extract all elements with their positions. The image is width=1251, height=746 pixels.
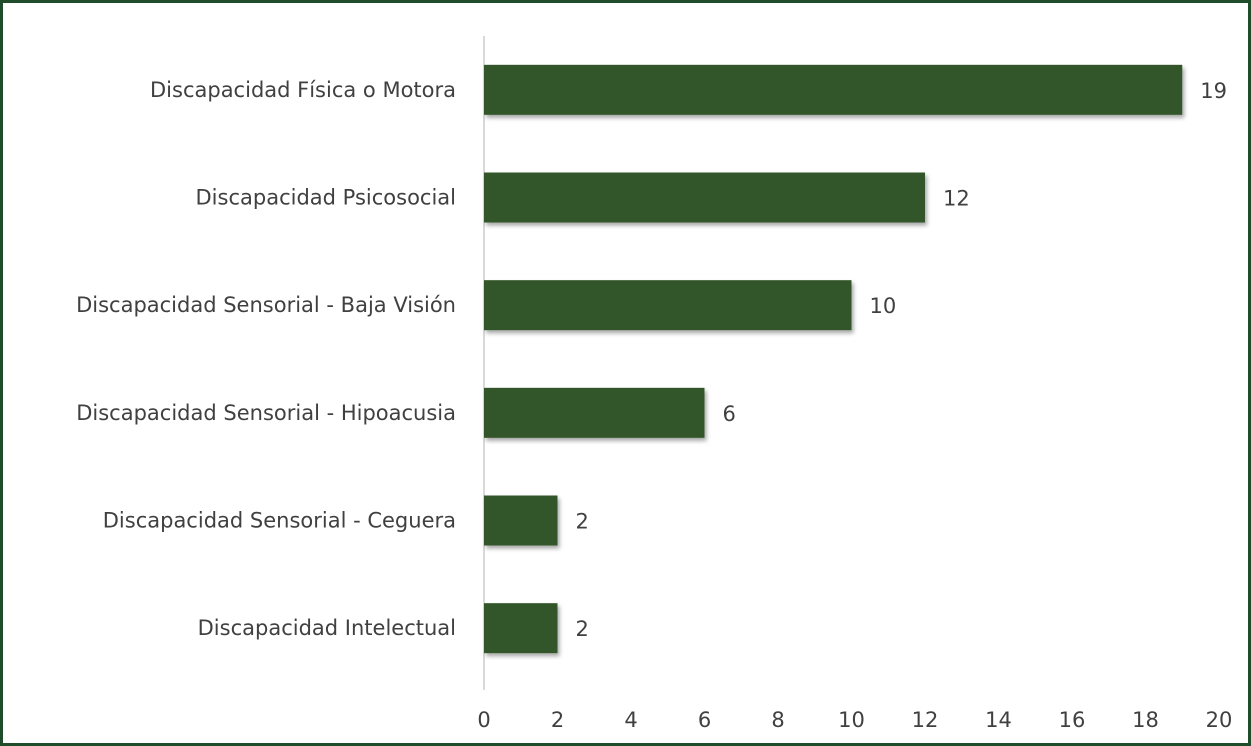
x-tick-label: 16 (1059, 708, 1086, 732)
data-label: 6 (723, 402, 736, 426)
x-tick-label: 20 (1206, 708, 1233, 732)
data-label: 10 (870, 294, 897, 318)
bar (484, 280, 852, 331)
x-tick-label: 6 (698, 708, 711, 732)
x-tick-label: 18 (1132, 708, 1159, 732)
bar (484, 172, 925, 223)
y-tick-label: Discapacidad Sensorial - Hipoacusia (76, 401, 456, 425)
y-tick-label: Discapacidad Intelectual (198, 616, 456, 640)
bar (484, 64, 1183, 115)
data-label: 2 (576, 617, 589, 641)
bar (484, 495, 558, 546)
data-label: 19 (1200, 79, 1227, 103)
bar (484, 387, 705, 438)
y-tick-label: Discapacidad Sensorial - Baja Visión (76, 293, 456, 317)
x-tick-label: 2 (551, 708, 564, 732)
bar (484, 603, 558, 654)
x-tick-label: 4 (624, 708, 637, 732)
x-tick-label: 12 (912, 708, 939, 732)
y-tick-label: Discapacidad Psicosocial (196, 186, 456, 210)
x-tick-label: 14 (985, 708, 1012, 732)
data-label: 12 (943, 187, 970, 211)
data-label: 2 (576, 510, 589, 534)
y-tick-label: Discapacidad Sensorial - Ceguera (103, 509, 456, 533)
x-tick-label: 0 (477, 708, 490, 732)
y-tick-label: Discapacidad Física o Motora (150, 78, 456, 102)
x-tick-label: 10 (838, 708, 865, 732)
x-tick-label: 8 (771, 708, 784, 732)
